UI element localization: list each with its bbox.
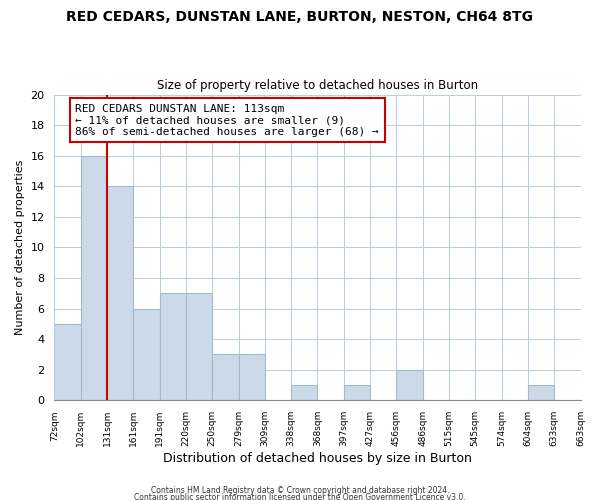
Bar	[107, 186, 133, 400]
Text: RED CEDARS DUNSTAN LANE: 113sqm
← 11% of detached houses are smaller (9)
86% of : RED CEDARS DUNSTAN LANE: 113sqm ← 11% of…	[76, 104, 379, 137]
Title: Size of property relative to detached houses in Burton: Size of property relative to detached ho…	[157, 79, 478, 92]
Bar	[55, 324, 81, 400]
Bar	[397, 370, 422, 400]
X-axis label: Distribution of detached houses by size in Burton: Distribution of detached houses by size …	[163, 452, 472, 465]
Bar	[133, 308, 160, 400]
Bar	[212, 354, 239, 401]
Bar	[528, 385, 554, 400]
Bar	[160, 294, 186, 401]
Text: RED CEDARS, DUNSTAN LANE, BURTON, NESTON, CH64 8TG: RED CEDARS, DUNSTAN LANE, BURTON, NESTON…	[67, 10, 533, 24]
Bar	[291, 385, 317, 400]
Y-axis label: Number of detached properties: Number of detached properties	[15, 160, 25, 335]
Text: Contains public sector information licensed under the Open Government Licence v3: Contains public sector information licen…	[134, 494, 466, 500]
Bar	[81, 156, 107, 400]
Bar	[239, 354, 265, 401]
Text: Contains HM Land Registry data © Crown copyright and database right 2024.: Contains HM Land Registry data © Crown c…	[151, 486, 449, 495]
Bar	[344, 385, 370, 400]
Bar	[186, 294, 212, 401]
